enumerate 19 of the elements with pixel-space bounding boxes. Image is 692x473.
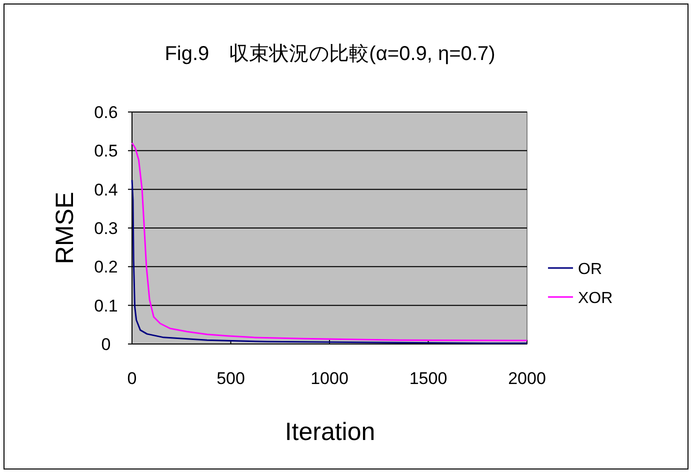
y-axis-title: RMSE bbox=[51, 192, 79, 264]
y-tick-label: 0.1 bbox=[94, 296, 118, 316]
y-tick-label: 0.4 bbox=[94, 180, 118, 200]
y-tick-label: 0.5 bbox=[94, 142, 118, 161]
x-tick-label: 500 bbox=[216, 369, 245, 388]
y-tick-label: 0.2 bbox=[94, 258, 118, 277]
x-tick-label: 1000 bbox=[310, 369, 348, 388]
y-tick-label: 0.3 bbox=[94, 219, 118, 238]
legend-label: XOR bbox=[578, 290, 613, 307]
line-series bbox=[131, 142, 528, 342]
y-tick-label: 0.6 bbox=[94, 103, 118, 122]
x-tick-label: 0 bbox=[127, 369, 137, 388]
chart-title: Fig.9 収束状況の比較(α=0.9, η=0.7) bbox=[164, 43, 496, 65]
y-tick-label: 0 bbox=[101, 335, 111, 354]
x-tick-label: 1500 bbox=[409, 369, 448, 388]
legend-label: OR bbox=[578, 261, 602, 278]
x-axis-title: Iteration bbox=[284, 418, 376, 446]
x-tick-label: 2000 bbox=[508, 369, 546, 388]
line-series bbox=[131, 179, 528, 344]
